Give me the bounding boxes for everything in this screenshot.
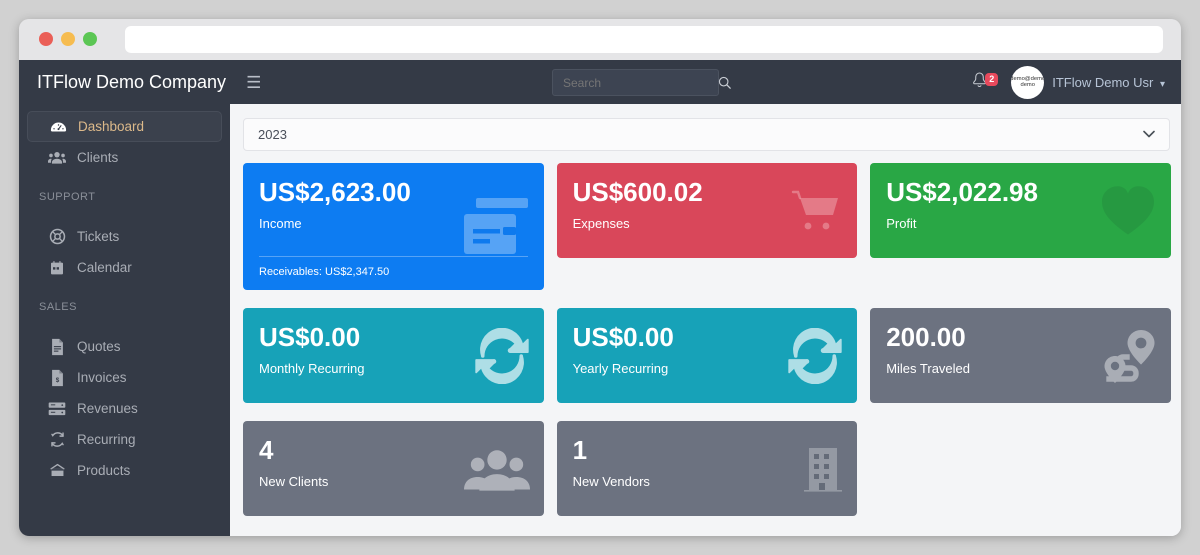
svg-text:$: $: [55, 377, 59, 384]
